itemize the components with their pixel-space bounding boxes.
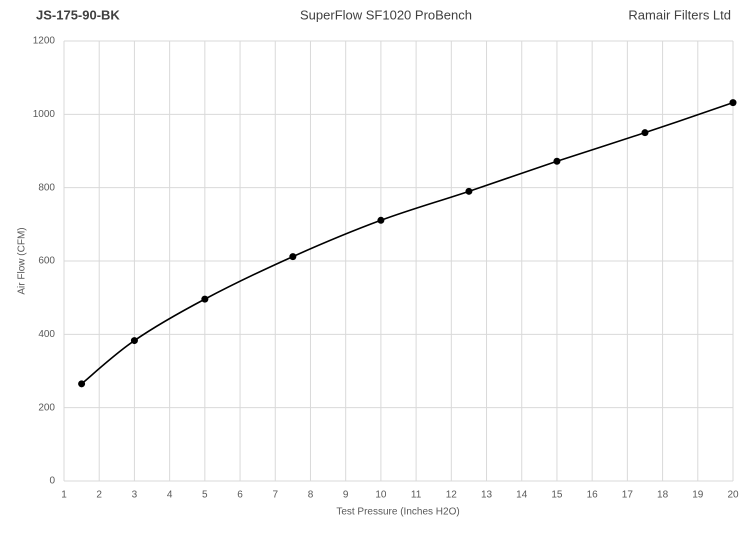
x-tick-label: 13 [481, 490, 493, 501]
x-tick-label: 6 [237, 490, 243, 501]
y-tick-label: 800 [38, 182, 55, 193]
y-axis-label: Air Flow (CFM) [17, 227, 28, 294]
x-tick-label: 17 [622, 490, 634, 501]
x-tick-label: 1 [61, 490, 67, 501]
data-point [130, 337, 138, 345]
x-axis-label: Test Pressure (Inches H2O) [336, 507, 459, 518]
data-point [729, 99, 737, 107]
x-tick-label: 2 [96, 490, 102, 501]
y-tick-label: 0 [49, 476, 55, 487]
header-right: Ramair Filters Ltd [628, 7, 731, 22]
y-tick-label: 400 [38, 329, 55, 340]
x-tick-label: 7 [272, 490, 278, 501]
x-tick-label: 19 [692, 490, 704, 501]
x-tick-label: 9 [343, 490, 349, 501]
chart-title: SuperFlow SF1020 ProBench [300, 7, 472, 22]
series-line [81, 101, 734, 385]
data-point [201, 295, 209, 303]
y-tick-label: 1200 [33, 36, 56, 47]
x-tick-label: 5 [202, 490, 208, 501]
x-tick-label: 12 [446, 490, 458, 501]
header-left: JS-175-90-BK [36, 7, 120, 22]
data-point [553, 157, 561, 165]
x-tick-label: 10 [375, 490, 387, 501]
x-tick-label: 4 [167, 490, 173, 501]
y-tick-label: 600 [38, 256, 55, 267]
data-point [377, 216, 385, 224]
x-tick-label: 8 [308, 490, 314, 501]
x-tick-label: 16 [587, 490, 599, 501]
data-point [465, 187, 473, 195]
x-tick-label: 3 [132, 490, 138, 501]
y-tick-label: 1000 [33, 109, 56, 120]
x-tick-label: 11 [411, 490, 422, 501]
data-point [78, 380, 86, 388]
x-tick-label: 14 [516, 490, 528, 501]
y-tick-label: 200 [38, 402, 55, 413]
data-point [289, 253, 297, 261]
x-tick-label: 18 [657, 490, 669, 501]
x-tick-label: 20 [727, 490, 739, 501]
data-point [641, 129, 649, 137]
x-tick-label: 15 [551, 490, 563, 501]
